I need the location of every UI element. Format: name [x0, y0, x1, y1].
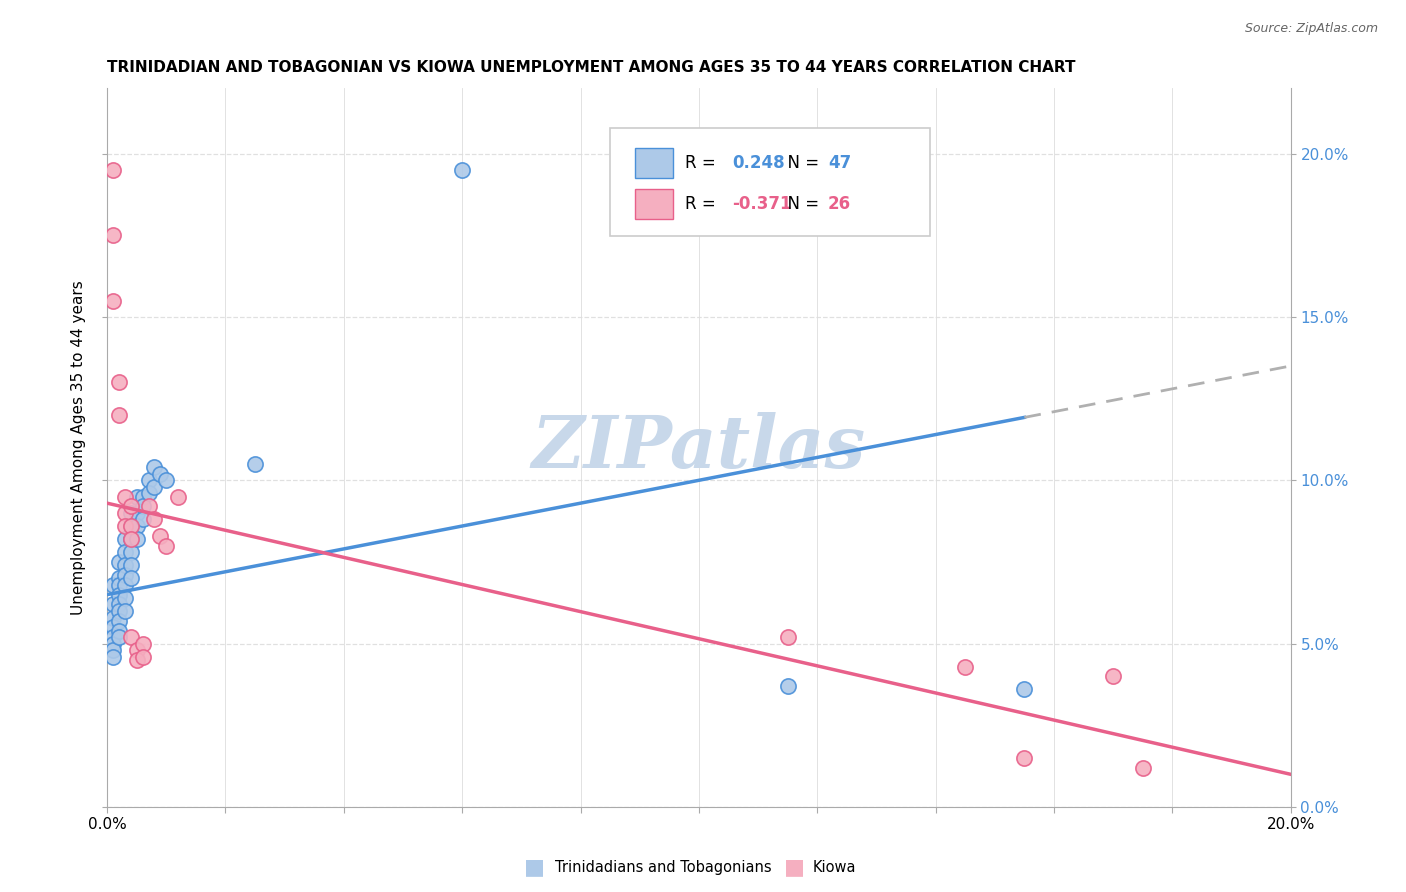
Text: R =: R = — [685, 154, 721, 172]
Text: 0.248: 0.248 — [733, 154, 785, 172]
Point — [114, 578, 136, 592]
Point — [155, 539, 177, 553]
Point — [776, 630, 799, 644]
Point — [108, 588, 131, 602]
Point — [143, 480, 166, 494]
Point — [108, 614, 131, 628]
Point — [108, 630, 131, 644]
Point — [955, 659, 977, 673]
Point — [114, 604, 136, 618]
Text: N =: N = — [778, 195, 824, 213]
Point — [120, 571, 142, 585]
FancyBboxPatch shape — [636, 189, 673, 219]
Point — [125, 506, 148, 520]
Point — [114, 545, 136, 559]
Point — [101, 649, 124, 664]
Point — [108, 604, 131, 618]
Y-axis label: Unemployment Among Ages 35 to 44 years: Unemployment Among Ages 35 to 44 years — [72, 280, 86, 615]
Point — [120, 506, 142, 520]
Text: N =: N = — [778, 154, 824, 172]
FancyBboxPatch shape — [610, 128, 929, 235]
Point — [114, 506, 136, 520]
Point — [120, 519, 142, 533]
Point — [131, 649, 153, 664]
Point — [108, 598, 131, 612]
Point — [167, 490, 190, 504]
Point — [101, 610, 124, 624]
Point — [149, 467, 172, 481]
Point — [138, 486, 160, 500]
Text: 47: 47 — [828, 154, 851, 172]
Point — [114, 490, 136, 504]
Text: ■: ■ — [785, 857, 804, 877]
Point — [243, 457, 266, 471]
Text: Trinidadians and Tobagonians: Trinidadians and Tobagonians — [555, 860, 772, 874]
Point — [114, 558, 136, 573]
Point — [143, 460, 166, 475]
Point — [101, 228, 124, 243]
Point — [143, 512, 166, 526]
Point — [125, 532, 148, 546]
Point — [108, 376, 131, 390]
Text: R =: R = — [685, 195, 721, 213]
Point — [101, 637, 124, 651]
Point — [101, 620, 124, 634]
Point — [120, 532, 142, 546]
Text: TRINIDADIAN AND TOBAGONIAN VS KIOWA UNEMPLOYMENT AMONG AGES 35 TO 44 YEARS CORRE: TRINIDADIAN AND TOBAGONIAN VS KIOWA UNEM… — [107, 60, 1076, 75]
Point — [155, 473, 177, 487]
Point — [120, 545, 142, 559]
Point — [120, 630, 142, 644]
Point — [120, 532, 142, 546]
Point — [108, 555, 131, 569]
Point — [1014, 682, 1036, 697]
Point — [101, 630, 124, 644]
Point — [101, 598, 124, 612]
Point — [114, 532, 136, 546]
Point — [114, 568, 136, 582]
Point — [138, 500, 160, 514]
Point — [108, 624, 131, 638]
Text: ZIPatlas: ZIPatlas — [531, 412, 866, 483]
Point — [114, 519, 136, 533]
Point — [120, 500, 142, 514]
Point — [451, 163, 474, 178]
Text: Source: ZipAtlas.com: Source: ZipAtlas.com — [1244, 22, 1378, 36]
Point — [776, 679, 799, 693]
Text: Kiowa: Kiowa — [813, 860, 856, 874]
Point — [101, 163, 124, 178]
Point — [1014, 751, 1036, 765]
Point — [108, 408, 131, 422]
Point — [125, 490, 148, 504]
Point — [1102, 669, 1125, 683]
Point — [120, 558, 142, 573]
Point — [101, 293, 124, 308]
FancyBboxPatch shape — [636, 148, 673, 178]
Point — [125, 653, 148, 667]
Point — [1132, 761, 1154, 775]
Point — [114, 591, 136, 605]
Point — [138, 473, 160, 487]
Point — [125, 519, 148, 533]
Point — [108, 578, 131, 592]
Point — [131, 512, 153, 526]
Point — [125, 643, 148, 657]
Point — [131, 490, 153, 504]
Point — [131, 500, 153, 514]
Text: 26: 26 — [828, 195, 851, 213]
Point — [120, 519, 142, 533]
Point — [108, 571, 131, 585]
Point — [101, 578, 124, 592]
Text: ■: ■ — [524, 857, 544, 877]
Text: -0.371: -0.371 — [733, 195, 792, 213]
Point — [131, 637, 153, 651]
Point — [101, 643, 124, 657]
Point — [149, 529, 172, 543]
